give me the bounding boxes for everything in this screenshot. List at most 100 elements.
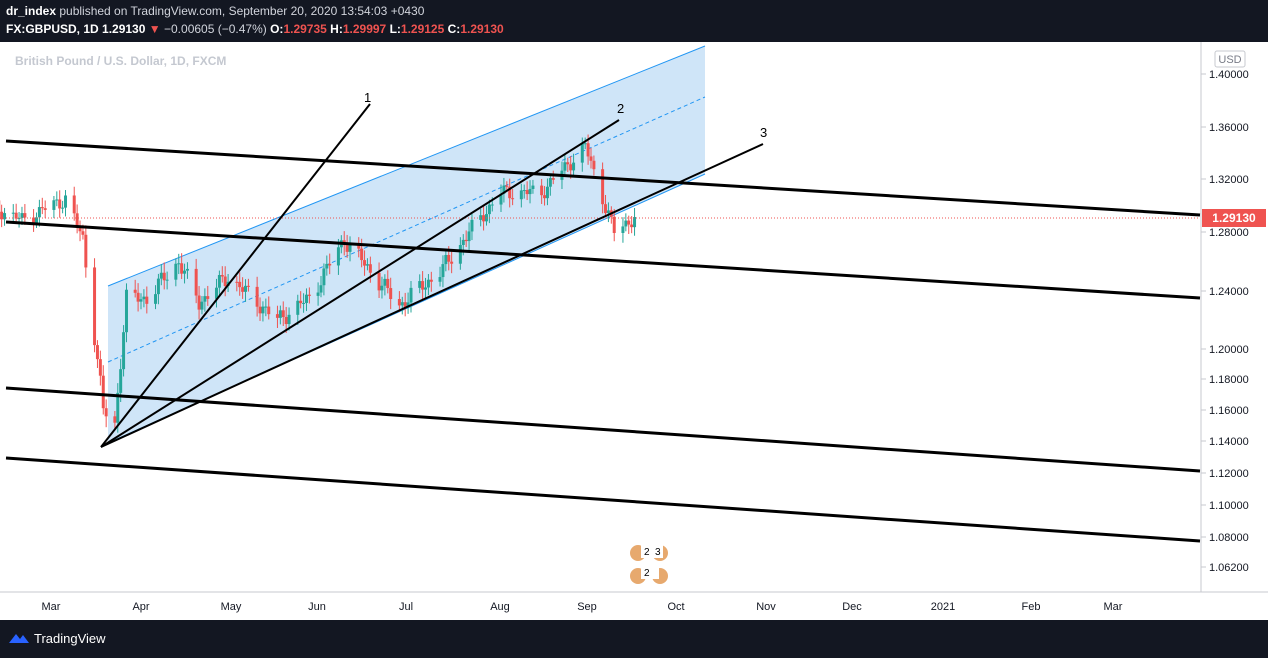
time-tick-label: May — [221, 601, 242, 613]
candle-body — [548, 178, 552, 187]
candle-body — [569, 164, 573, 171]
event-badge-group-us[interactable]: 2 — [630, 566, 668, 584]
candle-body — [133, 289, 137, 293]
candle-body — [299, 300, 303, 304]
price-tick-label: 1.06200 — [1209, 562, 1249, 574]
event-badge-group-uk[interactable]: 2 3 — [630, 545, 668, 561]
candle-body — [421, 281, 425, 290]
candle-body — [244, 285, 248, 292]
candle-body — [508, 186, 512, 199]
candle-body — [156, 278, 160, 295]
price-tick-label: 1.10000 — [1209, 500, 1249, 512]
fan-line-3[interactable] — [100, 143, 764, 448]
candle-body — [20, 213, 24, 219]
publisher-name[interactable]: dr_index — [6, 4, 57, 18]
candle-body — [307, 294, 311, 296]
candle-body — [40, 207, 44, 209]
tradingview-logo-icon[interactable] — [8, 630, 30, 646]
candle-body — [583, 143, 587, 145]
fan-line-1[interactable] — [100, 103, 371, 448]
chart-svg[interactable]: 1 2 3 British Pound / U.S. Dollar, 1D, F… — [0, 42, 1268, 620]
time-axis[interactable]: Mar Apr May Jun Jul Aug Sep Oct Nov Dec 2021 Feb Mar — [42, 601, 1123, 613]
candle-body — [14, 212, 18, 219]
candle-body — [206, 296, 210, 299]
candle-body — [624, 220, 628, 227]
chart-title: British Pound / U.S. Dollar, 1D, FXCM — [15, 54, 226, 68]
candle-body — [200, 301, 204, 310]
candle-body — [365, 264, 369, 266]
channel-mid-line[interactable] — [107, 96, 706, 363]
time-tick-label: Sep — [577, 601, 597, 613]
candle-body — [223, 276, 227, 287]
trendline-2[interactable] — [5, 220, 1201, 300]
header-bar: dr_index published on TradingView.com, S… — [0, 0, 1268, 42]
candle-body — [281, 310, 285, 318]
published-text: published on TradingView.com, September … — [56, 4, 425, 18]
candle-body — [592, 160, 596, 170]
candle-body — [464, 239, 468, 242]
fan-line-2[interactable] — [100, 119, 620, 448]
time-tick-label: Nov — [756, 601, 776, 613]
candle-body — [543, 195, 547, 199]
candle-body — [601, 169, 605, 205]
brand-name[interactable]: TradingView — [34, 631, 106, 646]
candle-body — [159, 272, 163, 279]
candle-body — [165, 279, 169, 281]
candle-body — [75, 213, 79, 227]
time-tick-label: Feb — [1022, 601, 1041, 613]
trendline-3[interactable] — [5, 386, 1201, 473]
event-badge-bg — [641, 566, 659, 579]
candle-body — [319, 285, 323, 293]
candle-body — [95, 345, 99, 360]
open-label: O: — [270, 22, 284, 36]
candle-body — [586, 143, 590, 157]
candle-body — [37, 207, 41, 218]
time-tick-label: Apr — [132, 601, 149, 613]
candle-body — [380, 285, 384, 291]
candle-body — [409, 287, 413, 303]
candle-body — [336, 247, 340, 266]
candle-body — [3, 213, 7, 220]
candle-body — [122, 332, 126, 370]
time-tick-label: Aug — [490, 601, 510, 613]
candle-body — [154, 294, 158, 304]
candle-body — [98, 359, 102, 376]
candle-body — [194, 268, 198, 296]
candle-body — [302, 302, 306, 304]
candle-body — [470, 219, 474, 232]
price-axis[interactable]: 1.40000 1.36000 1.32000 1.28000 1.24000 1.200… — [1201, 69, 1249, 574]
footer-bar: TradingView — [0, 620, 1268, 658]
trendline-4[interactable] — [5, 456, 1201, 543]
regression-channel-fill[interactable] — [108, 46, 705, 443]
candle-body — [572, 162, 576, 171]
fan-label-2: 2 — [617, 101, 624, 116]
fan-label-1: 1 — [364, 90, 371, 105]
candle-body — [630, 224, 634, 228]
candle-body — [589, 156, 593, 161]
time-tick-label: Mar — [42, 601, 61, 613]
candle-body — [551, 178, 555, 180]
candle-body — [17, 218, 21, 220]
last-price: 1.29130 — [102, 22, 146, 36]
candle-body — [458, 245, 462, 264]
candle-body — [345, 245, 349, 252]
currency-badge[interactable] — [1214, 50, 1246, 68]
candle-body — [389, 288, 393, 300]
trendline-1[interactable] — [5, 139, 1201, 217]
candle-body — [429, 279, 433, 282]
candle-body — [284, 317, 288, 325]
candle-body — [124, 289, 128, 333]
candle-body — [52, 200, 56, 210]
candle-body — [386, 278, 390, 289]
candle-body — [246, 285, 250, 287]
time-tick-label: Oct — [667, 601, 684, 613]
candle-body — [278, 310, 282, 318]
candle-body — [328, 263, 332, 266]
chart-area[interactable]: 1 2 3 British Pound / U.S. Dollar, 1D, F… — [0, 42, 1268, 620]
candle-body — [255, 286, 259, 307]
candle-body — [177, 263, 181, 265]
price-tick-label: 1.24000 — [1209, 286, 1249, 298]
candle-body — [316, 292, 320, 296]
candle-body — [0, 211, 4, 220]
candle-body — [604, 204, 608, 214]
